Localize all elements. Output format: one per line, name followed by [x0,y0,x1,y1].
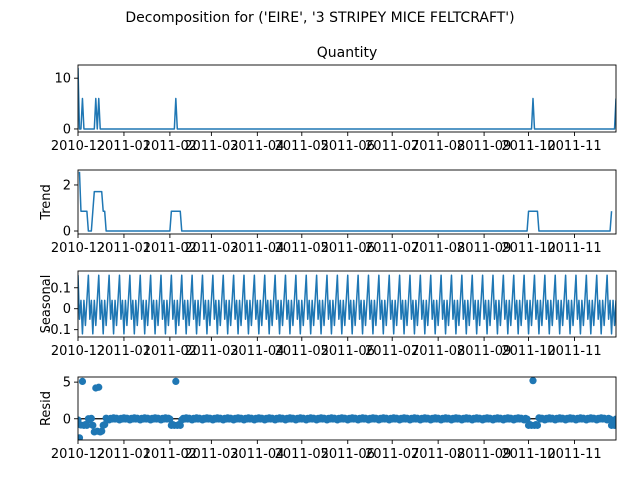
x-tick-label: 2011-05 [275,139,329,154]
x-tick-label: 2011-11 [547,447,601,462]
x-tick-label: 2011-01 [97,447,151,462]
x-tick-label: 2011-11 [547,139,601,154]
x-tick-label: 2011-11 [547,241,601,256]
trend-panel: 022010-122011-012011-022011-032011-04201… [39,169,617,256]
x-tick-label: 2010-12 [51,139,105,154]
x-tick-label: 2011-05 [275,344,329,359]
x-tick-label: 2011-10 [501,139,555,154]
x-tick-label: 2011-04 [230,241,284,256]
series-line [78,68,616,130]
x-tick-label: 2011-01 [97,139,151,154]
axes-frame [77,270,617,338]
resid-point [89,421,97,429]
x-tick-label: 2011-09 [457,139,511,154]
plot-area [78,68,616,130]
resid-point [176,421,184,429]
resid-point [101,421,109,429]
resid-point [83,421,91,429]
y-tick-label: 10 [54,72,71,87]
resid-panel: 052010-122011-012011-022011-032011-04201… [39,376,617,462]
plot-area [78,171,613,232]
x-tick-label: 2011-07 [365,241,419,256]
x-tick-label: 2011-02 [143,344,197,359]
resid-point [523,415,531,423]
y-tick-label: 2 [63,178,71,193]
resid-point [87,414,95,422]
x-tick-label: 2011-01 [97,241,151,256]
x-tick-label: 2011-04 [230,447,284,462]
x-tick-label: 2011-10 [501,241,555,256]
quantity-panel: 0102010-122011-012011-022011-032011-0420… [51,45,617,154]
x-tick-label: 2010-12 [51,344,105,359]
y-tick-label: 0 [63,412,71,427]
x-tick-label: 2011-06 [321,241,375,256]
y-tick-label: -0.1 [46,323,71,338]
panel-title: Quantity [317,45,378,61]
resid-point [78,377,87,385]
resid-point [533,421,542,429]
x-tick-label: 2011-03 [184,344,238,359]
x-tick-label: 2010-12 [51,241,105,256]
x-tick-label: 2011-02 [143,241,197,256]
x-tick-label: 2011-07 [365,447,419,462]
x-tick-label: 2011-07 [365,139,419,154]
x-tick-label: 2011-08 [411,344,465,359]
axes-frame [77,169,617,235]
subplot-panels: 0102010-122011-012011-022011-032011-0420… [39,45,617,462]
y-axis-label: Resid [39,391,54,426]
axes-frame [77,64,617,133]
x-tick-label: 2011-10 [501,344,555,359]
x-tick-label: 2011-05 [275,447,329,462]
resid-point [172,377,180,385]
y-axis-label: Seasonal [39,275,54,334]
y-axis-label: Trend [39,184,54,221]
x-tick-label: 2011-09 [457,344,511,359]
seasonal-panel: -0.100.12010-122011-012011-022011-032011… [39,270,617,359]
plot-area [78,377,616,440]
resid-point [529,377,537,385]
y-tick-label: 5 [63,376,71,391]
axes-frame [77,376,617,441]
y-tick-label: 0 [63,122,71,137]
x-tick-label: 2011-03 [184,139,238,154]
y-tick-label: 0.1 [50,281,71,296]
resid-point [98,427,106,435]
x-tick-label: 2011-09 [457,241,511,256]
resid-point [606,415,614,423]
series-line [78,171,613,232]
x-tick-label: 2011-08 [411,241,465,256]
x-tick-label: 2011-03 [184,241,238,256]
x-tick-label: 2011-08 [411,447,465,462]
x-tick-label: 2011-01 [97,344,151,359]
x-tick-label: 2011-09 [457,447,511,462]
resid-point [612,415,616,423]
figure-suptitle: Decomposition for ('EIRE', '3 STRIPEY MI… [125,10,514,26]
x-tick-label: 2011-03 [184,447,238,462]
x-tick-label: 2011-10 [501,447,555,462]
x-tick-label: 2011-04 [230,344,284,359]
series-line [78,274,616,335]
x-tick-label: 2011-06 [321,344,375,359]
x-tick-label: 2011-08 [411,139,465,154]
x-tick-label: 2011-11 [547,344,601,359]
x-tick-label: 2011-05 [275,241,329,256]
plot-area [78,274,616,335]
y-tick-label: 0 [63,302,71,317]
x-tick-label: 2011-07 [365,344,419,359]
x-tick-label: 2011-04 [230,139,284,154]
x-tick-label: 2011-06 [321,447,375,462]
resid-point [166,415,174,423]
resid-point [95,383,103,391]
x-tick-label: 2011-02 [143,139,197,154]
x-tick-label: 2011-02 [143,447,197,462]
x-tick-label: 2011-06 [321,139,375,154]
resid-point [610,421,616,429]
x-tick-label: 2010-12 [51,447,105,462]
y-tick-label: 0 [63,225,71,240]
resid-point [78,434,84,440]
